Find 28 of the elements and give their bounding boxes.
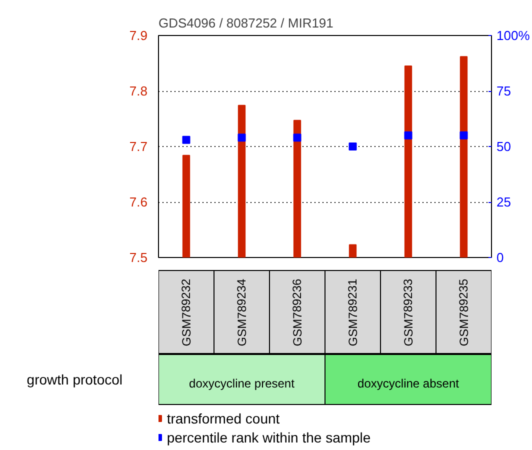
x-tick-label: GSM789232 <box>179 278 194 346</box>
y2-tick-label: 50 <box>496 139 511 154</box>
y2-tick-label: 25 <box>496 194 511 210</box>
x-tick-label: GSM789233 <box>401 278 416 346</box>
y-tick-label: 7.7 <box>129 139 148 154</box>
y-tick-label: 7.6 <box>129 194 148 210</box>
point <box>460 131 468 140</box>
point <box>293 134 302 142</box>
x-tick-label: GSM789235 <box>456 278 471 346</box>
x-tick-label: GSM789231 <box>346 278 360 346</box>
point <box>404 131 412 140</box>
legend-label: transformed count <box>166 410 280 426</box>
legend-label: percentile rank within the sample <box>166 430 371 446</box>
text: doxycycline present <box>189 376 296 390</box>
y-tick-label: 7.9 <box>129 28 148 43</box>
point <box>182 136 190 144</box>
text: growth protocol <box>26 372 122 388</box>
y-tick-label: 7.8 <box>129 84 148 98</box>
point <box>238 134 246 142</box>
y2-tick-label: 0 <box>496 250 504 265</box>
y2-tick-label: 100% <box>496 28 530 43</box>
y2-tick-label: 75 <box>496 84 511 98</box>
y-tick-label: 7.5 <box>129 250 148 265</box>
text: doxycycline absent <box>358 376 460 390</box>
point <box>348 142 357 150</box>
x-tick-label: GSM789234 <box>234 278 249 346</box>
x-tick-label: GSM789236 <box>290 278 304 346</box>
chart-title: GDS4096 / 8087252 / MIR191 <box>158 16 334 30</box>
